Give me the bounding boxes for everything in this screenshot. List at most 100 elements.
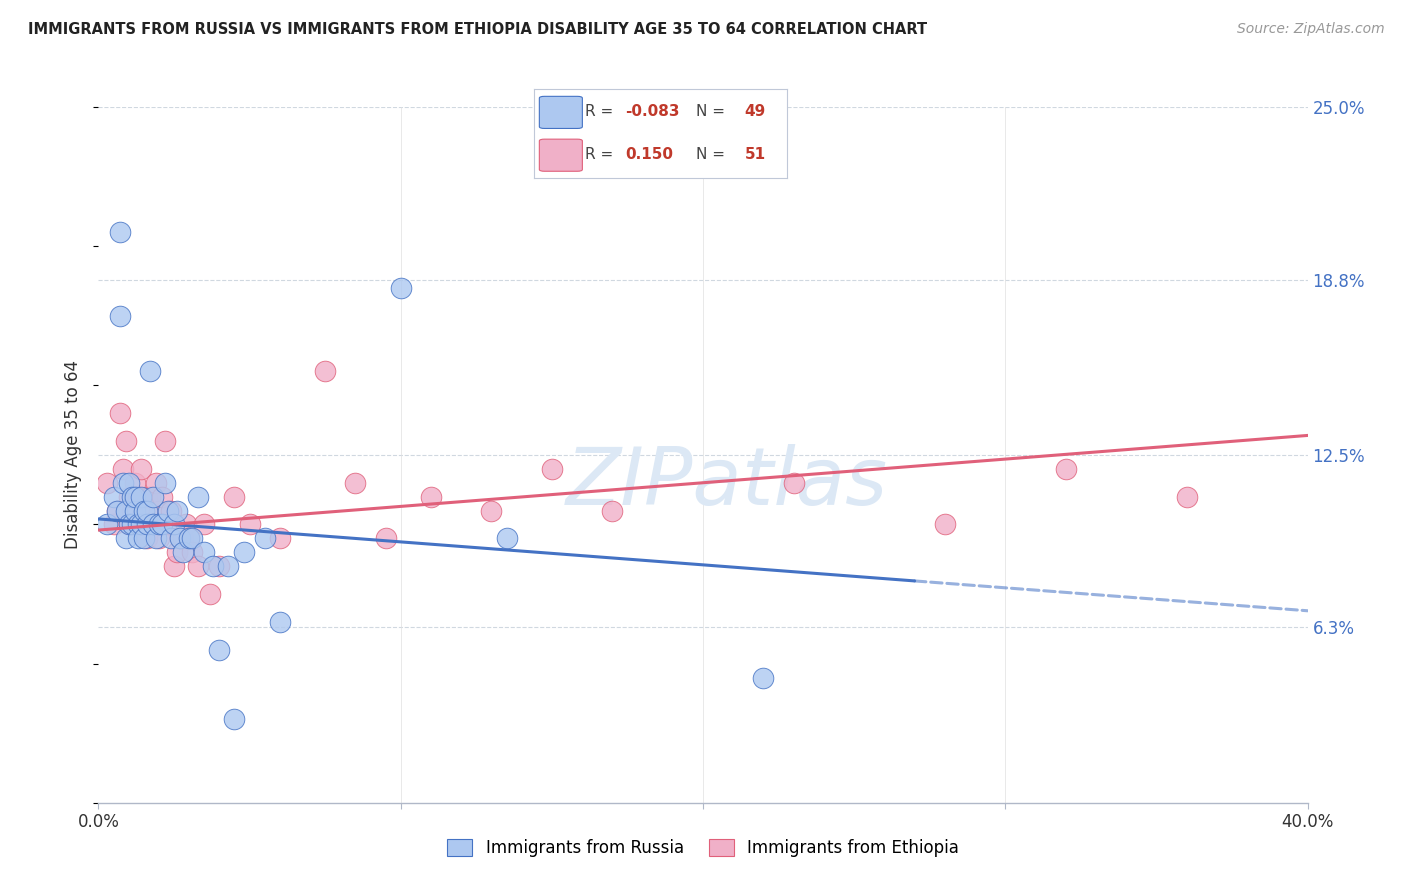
Text: IMMIGRANTS FROM RUSSIA VS IMMIGRANTS FROM ETHIOPIA DISABILITY AGE 35 TO 64 CORRE: IMMIGRANTS FROM RUSSIA VS IMMIGRANTS FRO… — [28, 22, 927, 37]
Point — [148, 517, 170, 532]
Legend: Immigrants from Russia, Immigrants from Ethiopia: Immigrants from Russia, Immigrants from … — [440, 832, 966, 864]
Point — [132, 503, 155, 517]
Point — [124, 475, 146, 490]
Point — [224, 712, 246, 726]
Point — [160, 503, 183, 517]
Point — [208, 642, 231, 657]
Point — [172, 545, 194, 559]
Point — [139, 490, 162, 504]
Point — [135, 517, 157, 532]
Point — [148, 503, 170, 517]
Point — [179, 532, 201, 546]
Point — [96, 475, 118, 490]
Point — [1054, 462, 1077, 476]
Point — [187, 559, 209, 574]
Point — [224, 490, 246, 504]
Point — [150, 490, 173, 504]
FancyBboxPatch shape — [540, 139, 582, 171]
Point — [121, 490, 143, 504]
Point — [127, 532, 149, 546]
Point — [540, 462, 562, 476]
Point — [193, 517, 215, 532]
Point — [166, 545, 188, 559]
Text: N =: N = — [696, 147, 730, 162]
Point — [108, 406, 131, 420]
Point — [135, 490, 157, 504]
Point — [420, 490, 443, 504]
Point — [200, 587, 222, 601]
Text: 51: 51 — [744, 147, 765, 162]
Point — [181, 532, 204, 546]
Point — [269, 532, 291, 546]
Point — [139, 364, 162, 378]
Point — [163, 517, 186, 532]
Point — [111, 462, 134, 476]
Point — [179, 532, 201, 546]
Point — [103, 490, 125, 504]
Point — [374, 532, 396, 546]
Point — [602, 503, 624, 517]
Point — [181, 545, 204, 559]
Point — [389, 281, 412, 295]
Text: R =: R = — [585, 104, 619, 120]
Text: ZIPatlas: ZIPatlas — [567, 443, 889, 522]
Point — [103, 517, 125, 532]
Point — [127, 517, 149, 532]
Point — [105, 503, 128, 517]
Point — [495, 532, 517, 546]
Point — [114, 434, 136, 448]
Point — [114, 532, 136, 546]
Point — [187, 490, 209, 504]
Text: R =: R = — [585, 147, 619, 162]
FancyBboxPatch shape — [540, 96, 582, 128]
Point — [124, 503, 146, 517]
Text: 49: 49 — [744, 104, 766, 120]
Point — [142, 517, 165, 532]
Point — [217, 559, 239, 574]
Text: -0.083: -0.083 — [626, 104, 681, 120]
Point — [934, 517, 956, 532]
Point — [124, 490, 146, 504]
Point — [153, 475, 176, 490]
Point — [121, 503, 143, 517]
Point — [163, 559, 186, 574]
Point — [145, 475, 167, 490]
Point — [169, 532, 191, 546]
Point — [111, 475, 134, 490]
Point — [269, 615, 291, 629]
Point — [166, 503, 188, 517]
Point — [314, 364, 336, 378]
Point — [148, 532, 170, 546]
Point — [121, 517, 143, 532]
Point — [132, 503, 155, 517]
Point — [114, 503, 136, 517]
Point — [153, 434, 176, 448]
Point — [253, 532, 276, 546]
Point — [174, 517, 197, 532]
Text: N =: N = — [696, 104, 730, 120]
Point — [232, 545, 254, 559]
Text: 0.150: 0.150 — [626, 147, 673, 162]
Point — [156, 517, 179, 532]
Point — [752, 671, 775, 685]
Point — [142, 517, 165, 532]
Point — [135, 532, 157, 546]
Point — [132, 532, 155, 546]
Point — [150, 517, 173, 532]
Point — [96, 517, 118, 532]
Point — [344, 475, 367, 490]
Point — [208, 559, 231, 574]
Point — [108, 225, 131, 239]
Point — [160, 532, 183, 546]
Point — [145, 532, 167, 546]
Point — [118, 475, 141, 490]
Point — [129, 462, 152, 476]
Point — [118, 517, 141, 532]
Point — [239, 517, 262, 532]
Point — [129, 517, 152, 532]
Text: Source: ZipAtlas.com: Source: ZipAtlas.com — [1237, 22, 1385, 37]
Point — [118, 490, 141, 504]
Point — [1175, 490, 1198, 504]
Point — [142, 490, 165, 504]
Point — [124, 503, 146, 517]
